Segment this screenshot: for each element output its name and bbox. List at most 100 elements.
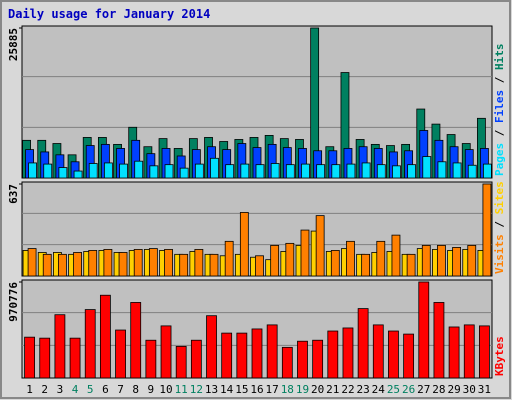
- bar: [418, 281, 430, 379]
- x-tick-label: 3: [57, 383, 64, 396]
- bar: [266, 324, 278, 379]
- x-tick-label: 1: [26, 383, 33, 396]
- x-tick-label: 24: [372, 383, 386, 396]
- bar: [175, 345, 187, 379]
- bar: [388, 330, 399, 379]
- bar: [145, 339, 157, 379]
- y-tick-label: 637: [7, 184, 20, 204]
- x-tick-label: 22: [341, 383, 354, 396]
- x-tick-label: 31: [478, 383, 491, 396]
- legend: Pages / Files / Hits: [493, 44, 506, 177]
- legend-entry: Hits: [493, 44, 506, 71]
- bar: [133, 249, 143, 277]
- bar: [209, 253, 219, 277]
- bar: [315, 215, 325, 277]
- bar: [391, 234, 401, 277]
- x-tick-label: 13: [205, 383, 218, 396]
- x-tick-label: 9: [148, 383, 155, 396]
- x-tick-label: 18: [281, 383, 294, 396]
- bar: [479, 325, 490, 379]
- bar: [54, 314, 66, 379]
- x-tick-label: 21: [326, 383, 339, 396]
- x-tick-label: 26: [402, 383, 415, 396]
- bar: [43, 163, 53, 179]
- bar: [433, 302, 445, 379]
- x-tick-label: 4: [72, 383, 79, 396]
- bar: [236, 332, 248, 379]
- bar: [346, 163, 356, 179]
- legend-entry: Sites: [493, 181, 506, 214]
- bar: [27, 248, 37, 277]
- x-tick-label: 17: [266, 383, 279, 396]
- bar: [73, 252, 82, 277]
- bar: [84, 309, 96, 379]
- bar: [422, 156, 432, 179]
- legend-entry: Visits: [493, 234, 506, 274]
- bar: [376, 240, 386, 277]
- bar: [467, 164, 477, 179]
- bar: [437, 161, 447, 179]
- bar: [118, 252, 128, 277]
- x-tick-label: 30: [463, 383, 476, 396]
- bar: [357, 308, 369, 379]
- bar: [270, 244, 280, 277]
- bar: [376, 164, 386, 179]
- bar: [452, 162, 462, 179]
- bar: [39, 337, 51, 379]
- bar: [240, 163, 250, 179]
- x-tick-label: 2: [41, 383, 48, 396]
- bar: [103, 162, 113, 179]
- x-tick-label: 23: [357, 383, 370, 396]
- bar: [160, 325, 172, 379]
- bar: [346, 240, 355, 277]
- x-tick-label: 15: [235, 383, 248, 396]
- y-tick-label: 970776: [7, 282, 20, 322]
- bar: [69, 337, 81, 379]
- bar: [483, 163, 492, 179]
- bar: [164, 249, 173, 277]
- bar: [372, 324, 384, 379]
- bar: [88, 163, 98, 179]
- x-tick-label: 16: [250, 383, 263, 396]
- bar: [403, 333, 415, 379]
- bar: [448, 326, 460, 379]
- x-tick-label: 12: [190, 383, 203, 396]
- legend: KBytes: [493, 336, 506, 376]
- legend-separator: /: [493, 123, 506, 143]
- bar: [327, 330, 339, 379]
- bar: [58, 253, 67, 277]
- bar: [221, 332, 233, 379]
- bar: [179, 167, 189, 179]
- bar: [392, 165, 401, 179]
- bar: [73, 170, 83, 179]
- x-tick-label: 20: [311, 383, 324, 396]
- legend-entry: Pages: [493, 143, 506, 176]
- bar: [467, 244, 477, 277]
- x-tick-label: 27: [417, 383, 430, 396]
- bar: [206, 315, 217, 379]
- bar: [179, 253, 189, 277]
- bar: [281, 346, 293, 379]
- legend: Visits / Sites: [493, 181, 506, 274]
- bar: [42, 253, 52, 277]
- bar: [103, 249, 113, 277]
- bar: [330, 250, 340, 277]
- bar: [342, 327, 354, 379]
- bar: [148, 248, 158, 277]
- legend-entry: Files: [493, 90, 506, 123]
- x-tick-label: 6: [102, 383, 109, 396]
- bar: [463, 324, 475, 379]
- x-tick-label: 29: [447, 383, 460, 396]
- bar: [251, 328, 263, 379]
- bar: [285, 242, 295, 277]
- bar: [119, 163, 128, 179]
- bar: [149, 165, 159, 179]
- bar: [331, 164, 341, 179]
- bar: [164, 164, 174, 179]
- bar: [361, 162, 371, 179]
- legend-entry: KBytes: [493, 336, 506, 376]
- x-tick-label: 19: [296, 383, 309, 396]
- bar: [239, 212, 249, 277]
